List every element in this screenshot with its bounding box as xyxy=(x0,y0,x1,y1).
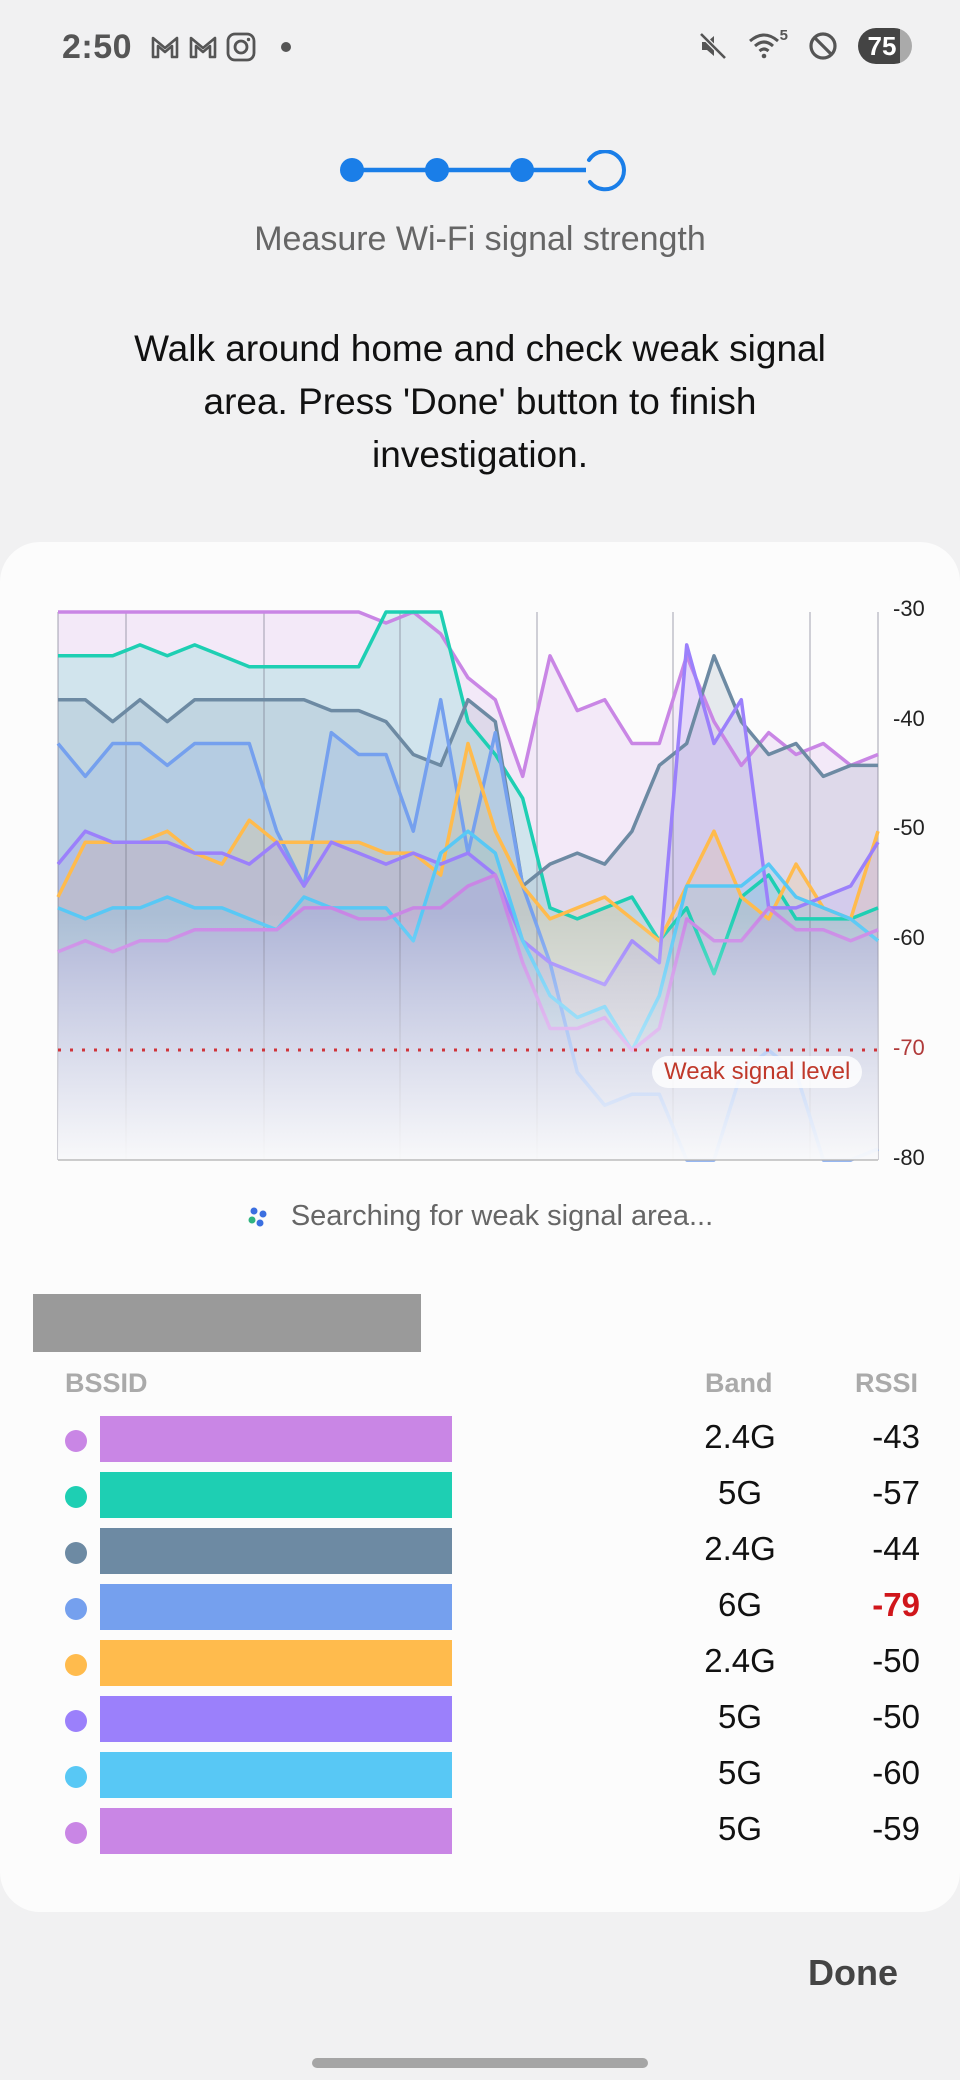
band-value: 6G xyxy=(717,1586,763,1623)
series-color-dot xyxy=(65,1430,87,1452)
bssid-redacted xyxy=(100,1584,452,1630)
done-button[interactable]: Done xyxy=(808,1952,898,1993)
y-axis-label: -30 xyxy=(893,596,925,621)
y-axis-label: -40 xyxy=(893,706,925,731)
step-4-in-progress-icon xyxy=(587,150,626,192)
signal-strength-chart: -30 -40 -50 -60 -70 -80 xyxy=(0,590,960,1190)
rssi-value: -60 xyxy=(872,1754,920,1791)
y-axis-label: -50 xyxy=(893,815,925,840)
series-color-dot xyxy=(65,1654,87,1676)
step-title: Measure Wi-Fi signal strength xyxy=(254,220,706,258)
header-bssid: BSSID xyxy=(65,1368,148,1398)
rssi-value: -59 xyxy=(872,1810,920,1847)
step-2-complete-icon xyxy=(425,158,449,182)
wifi-standard-badge: 5 xyxy=(779,27,788,44)
band-value: 2.4G xyxy=(704,1418,776,1455)
bssid-redacted xyxy=(100,1640,452,1686)
series-color-dot xyxy=(65,1486,87,1508)
instruction-text: Walk around home and check weak signal a… xyxy=(134,328,826,475)
table-row[interactable]: 5G -59 xyxy=(0,1808,960,1856)
status-bar: 2:50 5 75 xyxy=(0,0,960,100)
bssid-redacted xyxy=(100,1808,452,1854)
band-value: 5G xyxy=(717,1810,763,1847)
status-time: 2:50 xyxy=(62,28,133,66)
series-color-dot xyxy=(65,1766,87,1788)
rssi-value: -44 xyxy=(872,1530,920,1567)
rssi-value: -57 xyxy=(872,1474,920,1511)
system-icons: 5 75 xyxy=(698,27,912,64)
notification-dot-icon xyxy=(281,42,291,52)
band-value: 5G xyxy=(717,1474,763,1511)
header-rssi: RSSI xyxy=(855,1368,919,1398)
table-row[interactable]: 2.4G -44 xyxy=(0,1528,960,1576)
step-1-complete-icon xyxy=(340,158,364,182)
bssid-redacted xyxy=(100,1696,452,1742)
series-color-dot xyxy=(65,1710,87,1732)
band-value: 2.4G xyxy=(704,1642,776,1679)
gmail-icon xyxy=(151,36,179,59)
header-band: Band xyxy=(705,1368,773,1398)
mute-icon xyxy=(699,32,727,60)
table-row[interactable]: 2.4G -50 xyxy=(0,1640,960,1688)
loading-dots-icon xyxy=(248,1207,267,1226)
table-row[interactable]: 5G -60 xyxy=(0,1752,960,1800)
battery-indicator: 75 xyxy=(858,28,912,64)
home-indicator[interactable] xyxy=(312,2058,648,2068)
bssid-redacted xyxy=(100,1472,452,1518)
bssid-redacted xyxy=(100,1528,452,1574)
rssi-value: -50 xyxy=(872,1642,920,1679)
notification-icons xyxy=(150,32,294,62)
y-axis-label: -80 xyxy=(893,1145,925,1170)
y-axis-label: -60 xyxy=(893,925,925,950)
table-row[interactable]: 6G -79 xyxy=(0,1584,960,1632)
series-color-dot xyxy=(65,1598,87,1620)
rssi-value: -43 xyxy=(872,1418,920,1455)
weak-signal-label: Weak signal level xyxy=(652,1056,863,1088)
progress-stepper xyxy=(340,150,626,192)
bssid-redacted xyxy=(100,1416,452,1462)
table-row[interactable]: 5G -57 xyxy=(0,1472,960,1520)
bssid-redacted xyxy=(100,1752,452,1798)
band-value: 2.4G xyxy=(704,1530,776,1567)
series-color-dot xyxy=(65,1822,87,1844)
instagram-icon xyxy=(226,32,256,62)
searching-text: Searching for weak signal area... xyxy=(290,1200,714,1232)
searching-status: Searching for weak signal area... xyxy=(0,1200,960,1233)
rssi-value: -50 xyxy=(872,1698,920,1735)
table-row[interactable]: 2.4G -43 xyxy=(0,1416,960,1464)
wifi-icon: 5 xyxy=(748,27,788,61)
y-axis-label-weak: -70 xyxy=(893,1035,925,1060)
series-color-dot xyxy=(65,1542,87,1564)
network-name-redacted xyxy=(33,1294,421,1352)
band-value: 5G xyxy=(717,1754,763,1791)
gmail-icon xyxy=(189,36,217,59)
band-value: 5G xyxy=(717,1698,763,1735)
do-not-disturb-icon xyxy=(809,32,837,60)
signal-line-chart xyxy=(56,610,880,1162)
rssi-value: -79 xyxy=(872,1586,920,1623)
step-3-complete-icon xyxy=(510,158,534,182)
table-row[interactable]: 5G -50 xyxy=(0,1696,960,1744)
